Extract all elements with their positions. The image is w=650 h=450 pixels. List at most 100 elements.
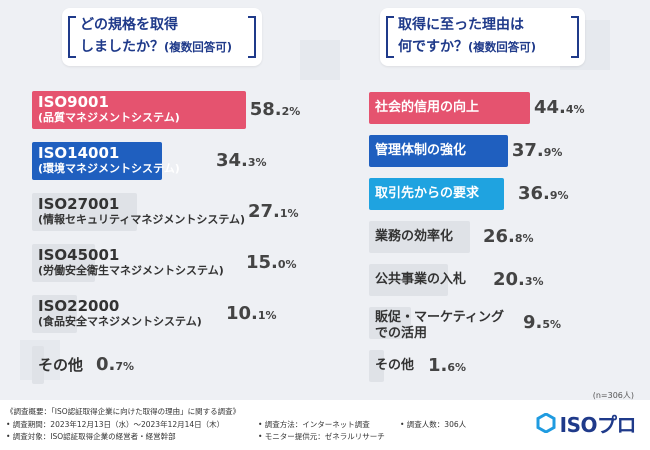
value-int: 44. xyxy=(533,97,566,118)
value-label-4: 26.8% xyxy=(483,226,534,247)
bar-label-4: 業務の効率化 xyxy=(375,229,453,245)
bar-label-main: 販促・マーケティング xyxy=(375,310,504,325)
bar-3 xyxy=(32,193,137,231)
right-question-line1: 取得に至った理由は xyxy=(398,17,524,33)
bar-label-5: 公共事業の入札 xyxy=(375,272,466,288)
bar-label-3: ISO27001 (情報セキュリティマネジメントシステム) xyxy=(38,196,245,227)
value-label-5: 20.3% xyxy=(493,269,544,290)
bar-label-main: ISO27001 xyxy=(38,195,120,213)
value-int: 37. xyxy=(511,140,544,161)
value-label-6: 0.7% xyxy=(96,354,134,375)
bar-4 xyxy=(32,244,95,282)
bar-1 xyxy=(369,92,530,124)
bar-label-3: 取引先からの要求 xyxy=(375,186,479,202)
bar-label-main: 社会的信用の向上 xyxy=(375,99,480,115)
value-decimal: 0% xyxy=(277,258,297,271)
bar-5 xyxy=(369,264,449,296)
value-int: 36. xyxy=(518,183,550,204)
hexagon-logo-icon xyxy=(536,413,556,433)
value-decimal: 3% xyxy=(247,156,267,169)
value-label-1: 58.2% xyxy=(250,99,301,120)
bar-label-main: その他 xyxy=(375,357,415,373)
footer-people: • 調査人数：306人 xyxy=(400,420,467,429)
value-int: 34. xyxy=(216,150,248,171)
bar-label-2: ISO14001 (環境マネジメントシステム) xyxy=(38,145,180,176)
logo-text: ISOプロ xyxy=(559,412,637,437)
value-decimal: 1% xyxy=(279,207,299,220)
value-label-2: 34.3% xyxy=(216,150,267,171)
bar-2 xyxy=(32,142,163,180)
value-int: 9. xyxy=(523,312,543,333)
bar-5 xyxy=(32,295,78,333)
left-question-line2-text: しましたか？ xyxy=(80,39,164,55)
value-label-3: 36.9% xyxy=(518,183,569,204)
bar-label-main: ISO9001 xyxy=(38,93,109,111)
value-decimal: 2% xyxy=(281,105,301,118)
value-decimal: 7% xyxy=(115,360,135,373)
bracket-left xyxy=(68,16,76,58)
footer-summary: 《調査概要：「ISO認証取得企業に向けた取得の理由」に関する調査》 xyxy=(6,407,241,416)
bar-label-sub: での活用 xyxy=(375,326,428,341)
bar-label-7: その他 xyxy=(375,358,414,374)
right-question-line2: 何ですか？(複数回答可) xyxy=(398,36,585,58)
bar-label-sub: (情報セキュリティマネジメントシステム) xyxy=(38,213,246,226)
value-label-1: 44.4% xyxy=(534,97,585,118)
bar-label-sub: (環境マネジメントシステム) xyxy=(38,162,180,175)
value-label-4: 15.0% xyxy=(246,252,297,273)
sample-size-label: (n=306人) xyxy=(592,391,634,400)
value-int: 26. xyxy=(483,226,515,247)
bar-label-2: 管理体制の強化 xyxy=(375,143,466,159)
bar-7 xyxy=(369,350,385,382)
value-label-6: 9.5% xyxy=(523,312,561,333)
left-question-line1: どの規格を取得 xyxy=(80,17,178,33)
bar-label-sub: (食品安全マネジメントシステム) xyxy=(38,315,202,328)
survey-footer: 《調査概要：「ISO認証取得企業に向けた取得の理由」に関する調査》 • 調査期間… xyxy=(0,400,650,450)
bar-label-main: 取引先からの要求 xyxy=(375,185,480,201)
value-decimal: 8% xyxy=(514,232,534,245)
bar-4 xyxy=(369,221,471,253)
value-int: 0. xyxy=(96,354,116,375)
value-decimal: 9% xyxy=(543,146,563,159)
bar-label-sub: (労働安全衛生マネジメントシステム) xyxy=(38,264,224,277)
bar-3 xyxy=(369,178,505,210)
value-int: 20. xyxy=(493,269,525,290)
left-chart-panel: どの規格を取得 しましたか？(複数回答可) ISO9001 (品質マネジメントシス… xyxy=(0,0,325,392)
bracket-right xyxy=(571,16,579,58)
bar-label-6: その他 xyxy=(38,355,84,374)
bar-label-4: ISO45001 (労働安全衛生マネジメントシステム) xyxy=(38,247,224,278)
bar-2 xyxy=(369,135,508,167)
bar-label-main: 公共事業の入札 xyxy=(375,271,467,287)
right-question-box: 取得に至った理由は 何ですか？(複数回答可) xyxy=(380,8,585,66)
value-label-7: 1.6% xyxy=(428,355,466,376)
left-question-note: (複数回答可) xyxy=(164,40,233,54)
bar-label-1: 社会的信用の向上 xyxy=(375,100,479,116)
value-int: 10. xyxy=(226,303,258,324)
bar-label-1: ISO9001 (品質マネジメントシステム) xyxy=(38,94,180,125)
left-question-line2: しましたか？(複数回答可) xyxy=(80,36,262,58)
value-label-2: 37.9% xyxy=(512,140,563,161)
footer-period: • 調査期間：2023年12月13日（水）～2023年12月14日（木） xyxy=(6,420,225,429)
footer-target: • 調査対象：ISO認証取得企業の経営者・経営幹部 xyxy=(6,432,176,441)
isopro-logo: ISOプロ xyxy=(536,410,637,437)
bracket-left xyxy=(386,16,394,58)
bar-6 xyxy=(32,346,45,384)
bar-label-main: 管理体制の強化 xyxy=(375,142,467,158)
bar-label-main: ISO45001 xyxy=(38,246,120,264)
bar-label-5: ISO22000 (食品安全マネジメントシステム) xyxy=(38,298,202,329)
value-label-3: 27.1% xyxy=(248,201,299,222)
footer-method: • 調査方法：インターネット調査 xyxy=(258,420,370,429)
footer-provider: • モニター提供元：ゼネラルリサーチ xyxy=(258,432,385,441)
value-decimal: 1% xyxy=(257,309,277,322)
value-int: 1. xyxy=(428,355,448,376)
value-decimal: 3% xyxy=(524,275,544,288)
value-int: 27. xyxy=(248,201,280,222)
value-decimal: 4% xyxy=(565,103,585,116)
right-chart-panel: 取得に至った理由は 何ですか？(複数回答可) 社会的信用の向上 44.4% 管理体制… xyxy=(325,0,650,392)
value-decimal: 5% xyxy=(542,318,562,331)
bar-1 xyxy=(32,91,246,129)
bar-label-sub: (品質マネジメントシステム) xyxy=(38,111,180,124)
bar-label-main: その他 xyxy=(38,355,84,374)
bar-label-main: ISO22000 xyxy=(38,297,120,315)
bar-label-main: ISO14001 xyxy=(38,144,120,162)
value-label-5: 10.1% xyxy=(226,303,277,324)
